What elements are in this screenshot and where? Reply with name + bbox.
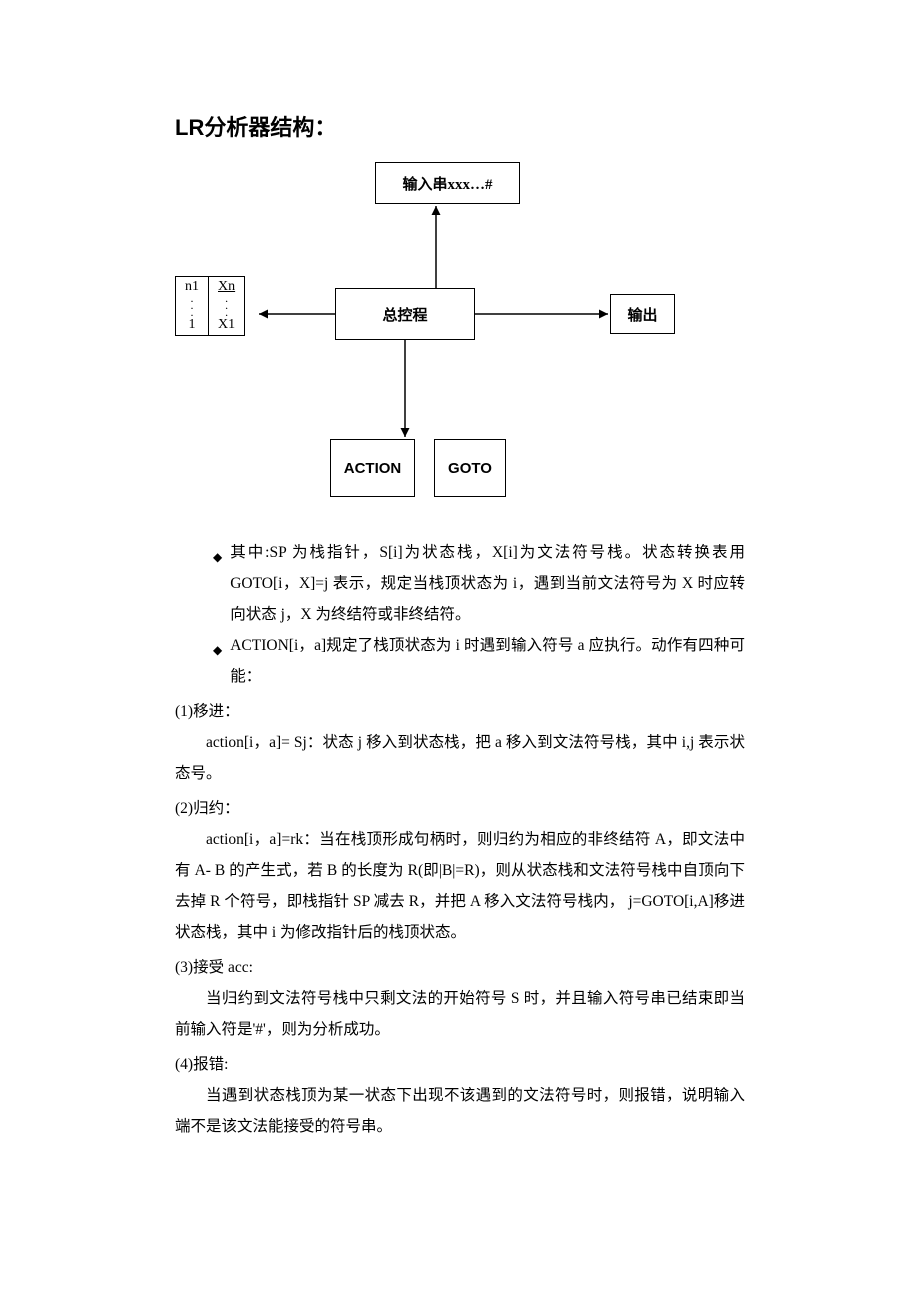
document-page: LR分析器结构： 输入串xxx…# n1 ... 1 Xn ... X1 总控程… [0, 0, 920, 1222]
action-table-box: ACTION [330, 439, 415, 497]
input-string-box: 输入串xxx…# [375, 162, 520, 204]
section-body: action[i，a]=rk：当在栈顶形成句柄时，则归约为相应的非终结符 A，即… [175, 824, 745, 948]
stack-cell: n1 ... 1 [176, 277, 209, 336]
output-box: 输出 [610, 294, 675, 334]
section-body: 当遇到状态栈顶为某一状态下出现不该遇到的文法符号时，则报错，说明输入端不是该文法… [175, 1080, 745, 1142]
section-title: (2)归约： [175, 793, 745, 824]
dots-icon: ... [218, 295, 235, 317]
bullet-text: ACTION[i，a]规定了栈顶状态为 i 时遇到输入符号 a 应执行。动作有四… [230, 630, 745, 692]
stack-cell: Xn ... X1 [209, 277, 245, 336]
section-title: (4)报错: [175, 1049, 745, 1080]
dots-icon: ... [185, 295, 199, 317]
stack-val: 1 [185, 317, 199, 333]
section-title: (3)接受 acc: [175, 952, 745, 983]
diamond-icon: ◆ [213, 638, 222, 662]
bullet-item: ◆ 其中:SP 为栈指针，S[i]为状态栈，X[i]为文法符号栈。状态转换表用 … [213, 537, 745, 630]
section-body: 当归约到文法符号栈中只剩文法的开始符号 S 时，并且输入符号串已结束即当前输入符… [175, 983, 745, 1045]
section-body: action[i，a]= Sj：状态 j 移入到状态栈，把 a 移入到文法符号栈… [175, 727, 745, 789]
page-title: LR分析器结构： [175, 110, 745, 142]
bullet-item: ◆ ACTION[i，a]规定了栈顶状态为 i 时遇到输入符号 a 应执行。动作… [213, 630, 745, 692]
stack-box: n1 ... 1 Xn ... X1 [175, 276, 245, 336]
controller-box: 总控程 [335, 288, 475, 340]
diamond-icon: ◆ [213, 545, 222, 569]
bullet-text: 其中:SP 为栈指针，S[i]为状态栈，X[i]为文法符号栈。状态转换表用 GO… [230, 537, 745, 630]
bullet-list: ◆ 其中:SP 为栈指针，S[i]为状态栈，X[i]为文法符号栈。状态转换表用 … [175, 537, 745, 692]
lr-structure-diagram: 输入串xxx…# n1 ... 1 Xn ... X1 总控程 输出 ACTIO… [175, 162, 735, 512]
goto-table-box: GOTO [434, 439, 506, 497]
section-title: (1)移进： [175, 696, 745, 727]
stack-val: X1 [218, 317, 235, 333]
